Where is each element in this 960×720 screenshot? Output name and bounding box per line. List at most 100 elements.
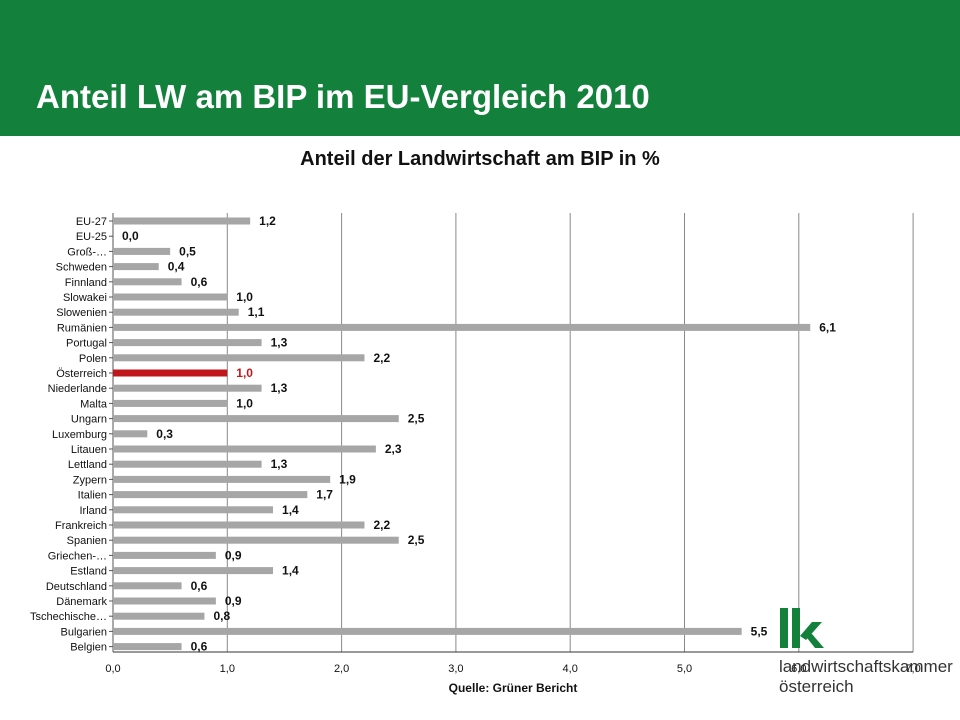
data-label: 2,5 (408, 533, 425, 547)
bar (113, 384, 262, 392)
x-tick-label: 1,0 (220, 663, 235, 675)
category-label: Estland (70, 566, 107, 578)
category-label: Rumänien (57, 322, 107, 334)
page-title: Anteil LW am BIP im EU-Vergleich 2010 (36, 78, 650, 115)
category-label: Luxemburg (52, 429, 107, 441)
category-label: Bulgarien (61, 626, 107, 638)
bar (113, 627, 742, 635)
category-label: Malta (80, 398, 108, 410)
bar (113, 354, 365, 362)
bar (113, 506, 274, 514)
x-tick-label: 4,0 (563, 663, 578, 675)
bar (113, 567, 274, 575)
data-label: 2,3 (385, 442, 402, 456)
x-tick-label: 0,0 (105, 663, 120, 675)
category-label: Lettland (68, 459, 107, 471)
bar (113, 247, 171, 255)
data-label: 0,3 (156, 427, 173, 441)
data-label: 1,4 (282, 503, 299, 517)
category-label: Schweden (56, 262, 107, 274)
x-tick-label: 2,0 (334, 663, 349, 675)
bar (113, 430, 148, 438)
category-label: Irland (79, 505, 107, 517)
bar (113, 551, 216, 559)
category-label: Slowakei (63, 292, 107, 304)
bar (113, 445, 376, 453)
data-label: 2,2 (373, 351, 390, 365)
category-label: Finnland (65, 277, 107, 289)
category-label: Polen (79, 353, 107, 365)
category-label: Litauen (71, 444, 107, 456)
data-label: 0,4 (168, 260, 185, 274)
bar (113, 399, 228, 407)
data-label: 6,1 (819, 320, 836, 334)
bar (113, 263, 159, 271)
data-label: 1,3 (271, 381, 288, 395)
bar (113, 217, 251, 225)
data-label: 1,0 (236, 396, 253, 410)
header-bar: Anteil LW am BIP im EU-Vergleich 2010 (0, 0, 960, 136)
data-label: 0,6 (191, 640, 208, 654)
category-label: Slowenien (56, 307, 107, 319)
source-note: Quelle: Grüner Bericht (448, 681, 578, 695)
data-label: 5,5 (751, 624, 768, 638)
data-label: 0,0 (122, 229, 139, 243)
bar (113, 475, 331, 483)
bar (113, 612, 205, 620)
data-label: 1,3 (271, 457, 288, 471)
category-label: EU-27 (76, 216, 107, 228)
data-label: 2,5 (408, 412, 425, 426)
data-label: 1,0 (236, 366, 253, 380)
bar (113, 339, 262, 347)
category-label: Belgien (70, 642, 107, 654)
data-label: 1,3 (271, 336, 288, 350)
bar (113, 460, 262, 468)
category-label: Dänemark (56, 596, 107, 608)
bar (113, 369, 228, 377)
data-label: 0,6 (191, 275, 208, 289)
bar (113, 582, 182, 590)
data-label: 0,9 (225, 594, 242, 608)
data-label: 1,7 (316, 488, 333, 502)
x-tick-label: 3,0 (448, 663, 463, 675)
x-tick-label: 5,0 (677, 663, 692, 675)
data-label: 1,2 (259, 214, 276, 228)
bar (113, 597, 216, 605)
x-tick-label: 6,0 (791, 663, 806, 675)
x-tick-label: 7,0 (905, 663, 920, 675)
bar (113, 521, 365, 529)
category-label: Österreich (56, 368, 107, 380)
category-label: Deutschland (46, 581, 107, 593)
data-label: 0,8 (213, 609, 230, 623)
data-label: 2,2 (373, 518, 390, 532)
data-label: 1,4 (282, 564, 299, 578)
lk-logo: landwirtschaftskammer österreich (779, 606, 953, 696)
data-label: 0,6 (191, 579, 208, 593)
data-label: 1,9 (339, 472, 356, 486)
category-label: Spanien (67, 535, 107, 547)
logo-text-line1: landwirtschaftskammer (779, 657, 953, 676)
data-label: 0,9 (225, 548, 242, 562)
bar (113, 415, 399, 423)
bar (113, 491, 308, 499)
chart-title: Anteil der Landwirtschaft am BIP in % (300, 148, 660, 170)
data-label: 1,0 (236, 290, 253, 304)
category-label: Zypern (73, 474, 107, 486)
category-label: Ungarn (71, 414, 107, 426)
category-label: Frankreich (55, 520, 107, 532)
data-label: 0,5 (179, 244, 196, 258)
category-label: Griechen-… (48, 550, 107, 562)
bar (113, 536, 399, 544)
lk-logo-mark (780, 608, 824, 648)
bar (113, 643, 182, 651)
category-label: Niederlande (48, 383, 107, 395)
category-label: Italien (78, 490, 107, 502)
data-label: 1,1 (248, 305, 265, 319)
bar (113, 278, 182, 286)
bar (113, 323, 811, 331)
bar (113, 293, 228, 301)
category-label: Groß-… (67, 246, 107, 258)
category-label: EU-25 (76, 231, 107, 243)
category-label: Tschechische… (30, 611, 107, 623)
